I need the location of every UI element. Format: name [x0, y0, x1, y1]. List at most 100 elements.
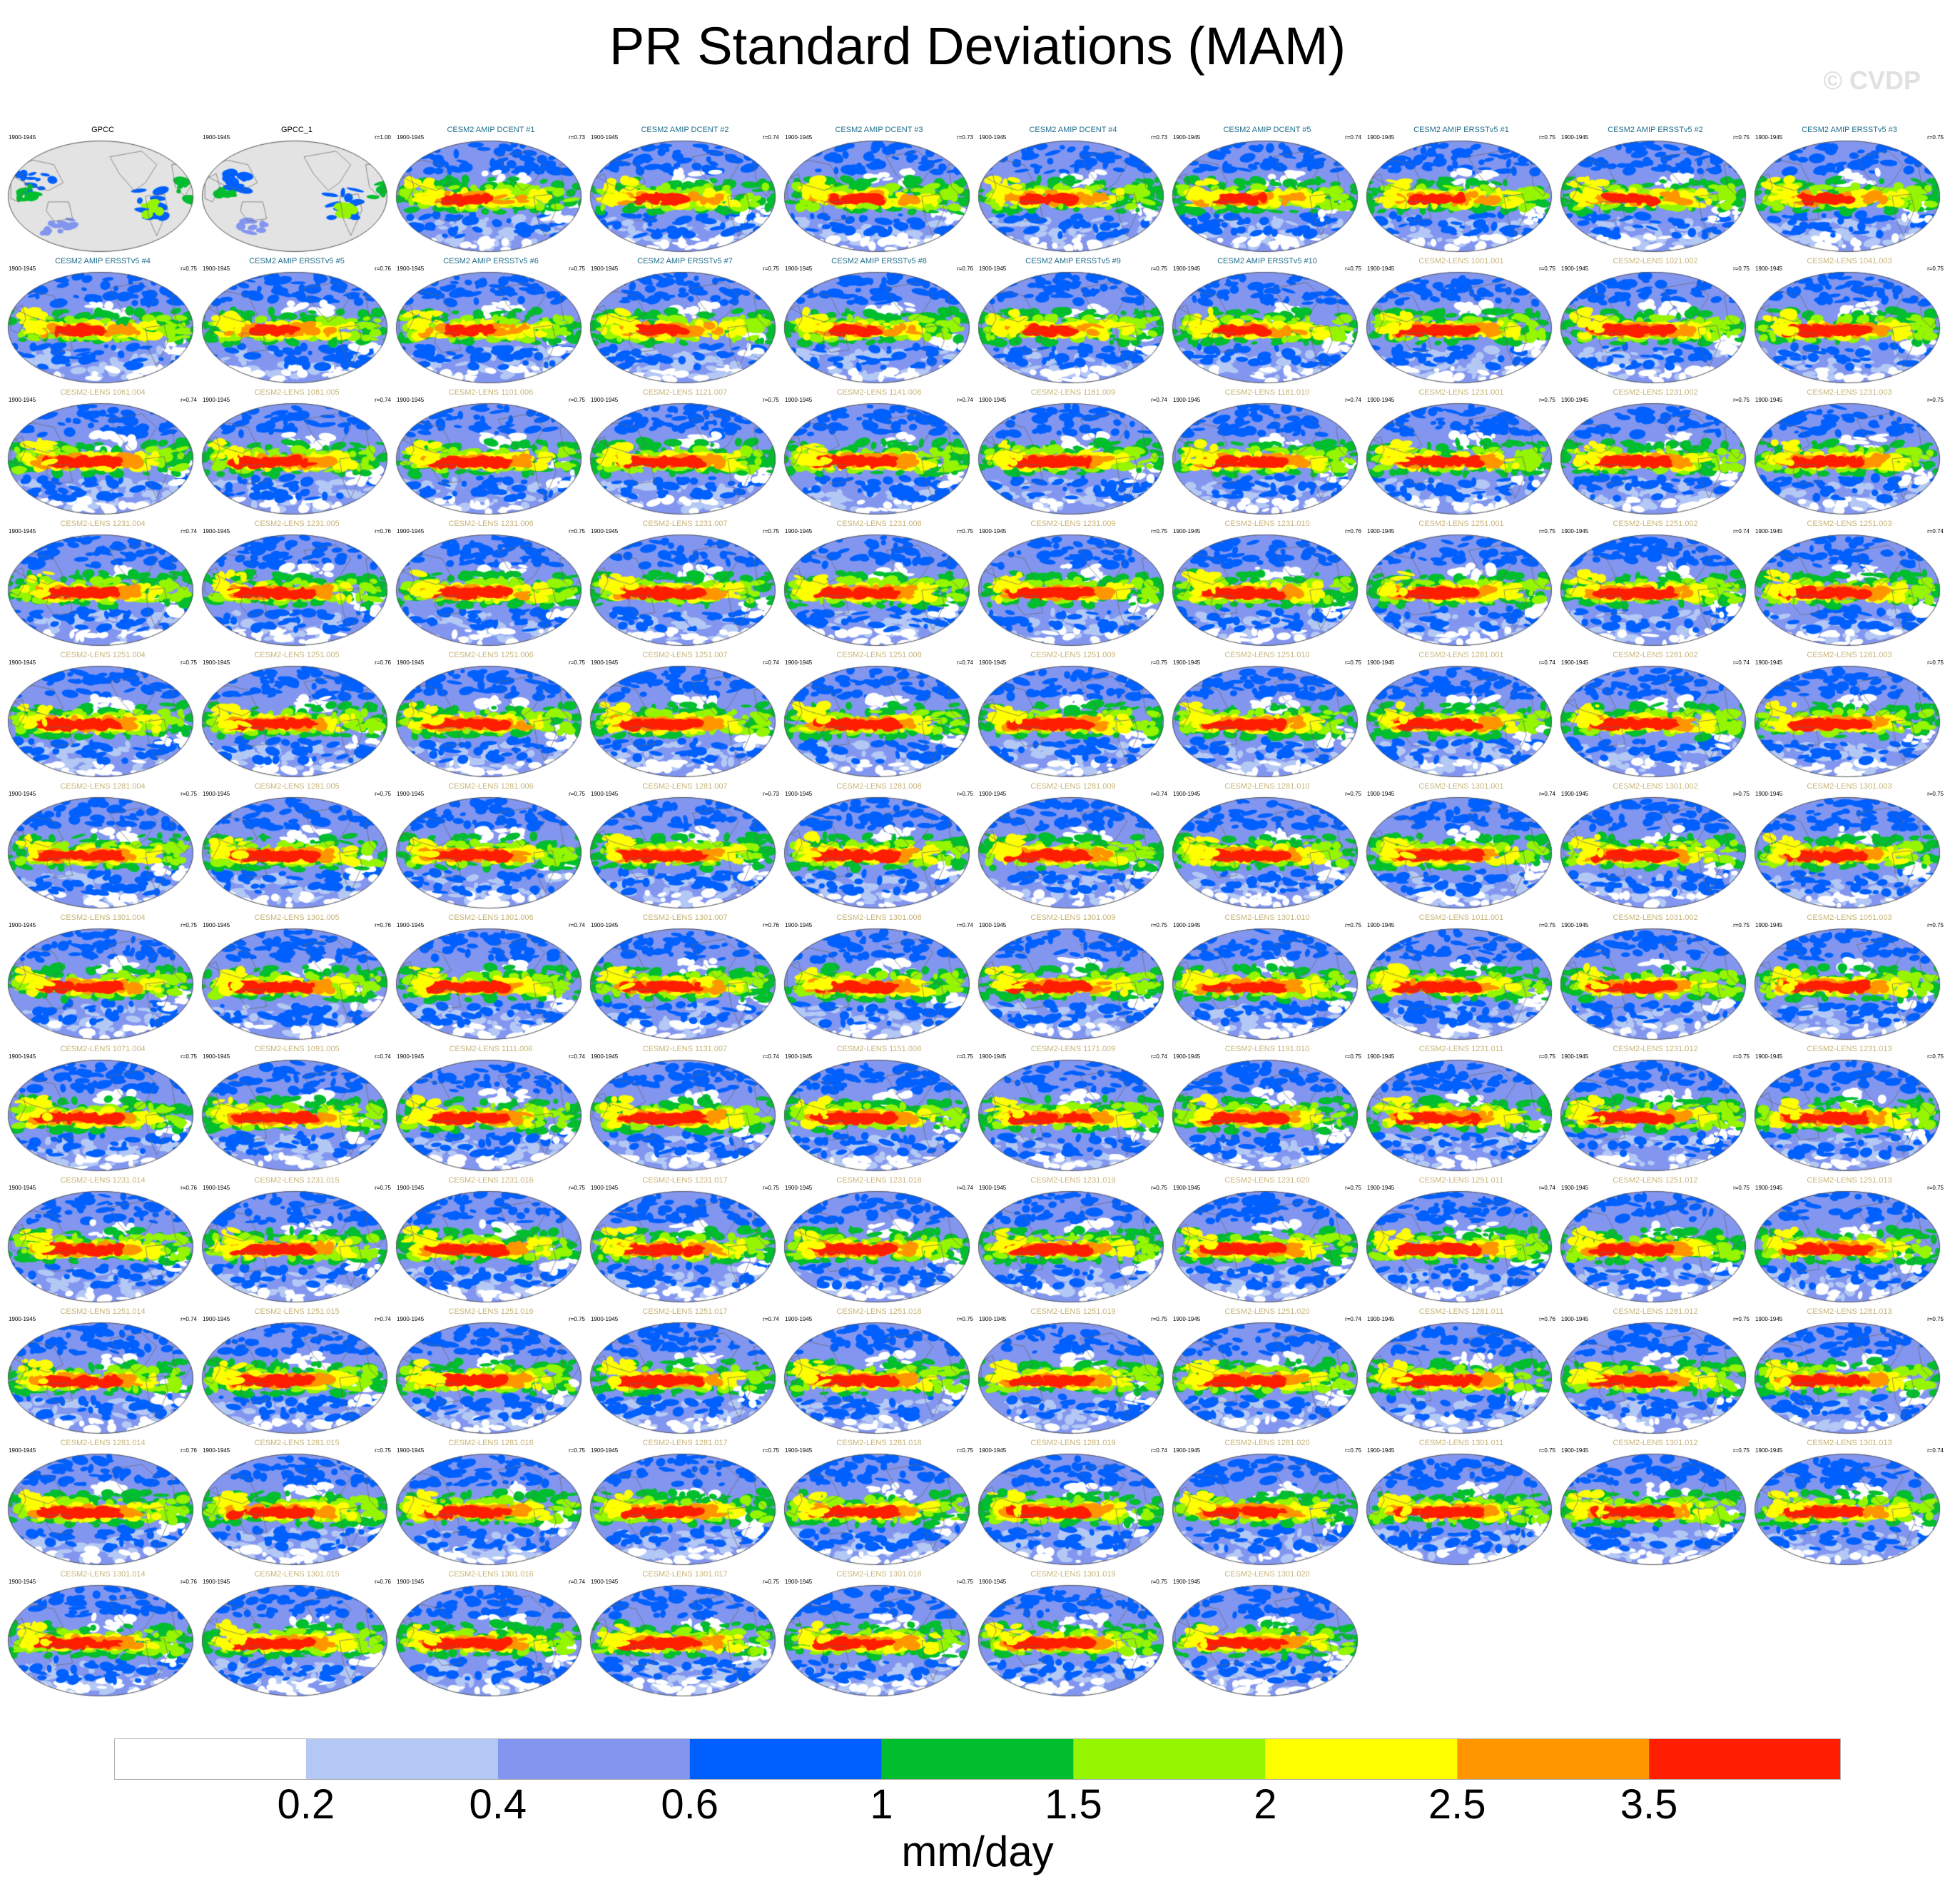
panel-pattern-correlation: r=0.75 [569, 1316, 585, 1322]
panel-period: 1900-1945 [1173, 265, 1201, 272]
panel-period: 1900-1945 [979, 1316, 1007, 1322]
panel-pattern-correlation: r=0.75 [1539, 397, 1555, 403]
panel-pattern-correlation: r=0.75 [1345, 265, 1361, 272]
panel-period: 1900-1945 [1561, 659, 1589, 666]
panel-period: 1900-1945 [591, 397, 619, 403]
panel-period: 1900-1945 [979, 922, 1007, 928]
panel-period: 1900-1945 [203, 1185, 230, 1191]
panel-pattern-correlation: r=0.75 [957, 1447, 973, 1454]
panel-title: CESM2-LENS 1231.013 [1807, 1045, 1892, 1053]
panel-pattern-correlation: r=0.75 [1733, 1316, 1750, 1322]
panel-period: 1900-1945 [203, 1579, 230, 1585]
panel-title: CESM2-LENS 1301.011 [1418, 1439, 1504, 1447]
precip-stddev-map [7, 1190, 194, 1303]
precip-stddev-map [201, 1453, 388, 1566]
panel-title: CESM2-LENS 1301.002 [1613, 782, 1698, 791]
panel-period: 1900-1945 [1561, 528, 1589, 535]
panel-pattern-correlation: r=0.76 [375, 265, 391, 272]
panel-pattern-correlation: r=0.75 [763, 1579, 779, 1585]
map-panel: CESM2-LENS 1251.018 1900-1945 r=0.75 [783, 1307, 975, 1444]
panel-title: CESM2-LENS 1301.013 [1807, 1439, 1892, 1447]
map-panel: CESM2-LENS 1231.016 1900-1945 r=0.75 [395, 1176, 586, 1313]
map-panel: CESM2-LENS 1231.014 1900-1945 r=0.76 [7, 1176, 198, 1313]
panel-period: 1900-1945 [9, 134, 36, 141]
panel-title: CESM2-LENS 1041.003 [1807, 257, 1892, 265]
precip-stddev-map [201, 534, 388, 647]
panel-title: CESM2-LENS 1251.002 [1613, 520, 1698, 528]
panel-pattern-correlation: r=0.76 [763, 922, 779, 928]
panel-pattern-correlation: r=0.75 [957, 1316, 973, 1322]
panel-pattern-correlation: r=0.74 [763, 1316, 779, 1322]
map-panel: CESM2-LENS 1281.019 1900-1945 r=0.74 [978, 1439, 1169, 1576]
colorbar-tick-label: 0.2 [277, 1781, 335, 1828]
panel-title: CESM2-LENS 1251.020 [1224, 1307, 1310, 1316]
map-panel: CESM2-LENS 1251.014 1900-1945 r=0.74 [7, 1307, 198, 1444]
panel-pattern-correlation: r=0.76 [375, 1579, 391, 1585]
panel-title: CESM2-LENS 1231.001 [1418, 388, 1504, 397]
panel-pattern-correlation: r=1.00 [375, 134, 391, 141]
colorbar-tick-label: 3.5 [1620, 1781, 1678, 1828]
panel-pattern-correlation: r=0.76 [181, 1185, 197, 1191]
map-panel: CESM2-LENS 1251.012 1900-1945 r=0.75 [1560, 1176, 1751, 1313]
map-panel: CESM2 AMIP ERSSTv5 #5 1900-1945 r=0.76 [201, 257, 392, 394]
precip-stddev-map [783, 1190, 970, 1303]
precip-stddev-map [589, 1584, 776, 1697]
panel-pattern-correlation: r=0.75 [181, 659, 197, 666]
precip-stddev-map [783, 928, 970, 1040]
panel-title: CESM2-LENS 1301.015 [254, 1570, 340, 1579]
panel-title: CESM2 AMIP ERSSTv5 #4 [55, 257, 151, 265]
panel-period: 1900-1945 [1367, 134, 1395, 141]
map-panel: CESM2-LENS 1251.013 1900-1945 r=0.75 [1754, 1176, 1945, 1313]
panel-title: CESM2 AMIP ERSSTv5 #10 [1217, 257, 1317, 265]
panel-title: CESM2-LENS 1251.005 [254, 651, 340, 659]
panel-period: 1900-1945 [591, 1185, 619, 1191]
precip-stddev-map [1560, 140, 1747, 253]
precip-stddev-map [201, 140, 388, 253]
panel-title: CESM2-LENS 1051.003 [1807, 913, 1892, 922]
panel-title: CESM2-LENS 1251.008 [836, 651, 922, 659]
map-panel: CESM2-LENS 1231.008 1900-1945 r=0.75 [783, 520, 975, 657]
panel-pattern-correlation: r=0.75 [1927, 922, 1944, 928]
panel-title: CESM2-LENS 1301.020 [1224, 1570, 1310, 1579]
precip-stddev-map [783, 1322, 970, 1434]
map-panel: CESM2-LENS 1281.014 1900-1945 r=0.76 [7, 1439, 198, 1576]
precip-stddev-map [1172, 140, 1359, 253]
panel-title: CESM2-LENS 1281.015 [254, 1439, 340, 1447]
precip-stddev-map [1366, 140, 1553, 253]
map-panel: CESM2 AMIP ERSSTv5 #8 1900-1945 r=0.76 [783, 257, 975, 394]
precip-stddev-map [1172, 1584, 1359, 1697]
map-panel: CESM2-LENS 1281.015 1900-1945 r=0.75 [201, 1439, 392, 1576]
panel-pattern-correlation: r=0.75 [1345, 1447, 1361, 1454]
precip-stddev-map [1172, 1190, 1359, 1303]
map-panel: CESM2-LENS 1281.002 1900-1945 r=0.74 [1560, 651, 1751, 788]
panel-pattern-correlation: r=0.75 [569, 265, 585, 272]
map-panel: CESM2-LENS 1111.006 1900-1945 r=0.74 [395, 1045, 586, 1182]
panel-pattern-correlation: r=0.74 [1151, 1053, 1167, 1060]
panel-title: CESM2-LENS 1251.006 [448, 651, 534, 659]
precip-stddev-map [1754, 1059, 1941, 1172]
map-panel: CESM2 AMIP ERSSTv5 #7 1900-1945 r=0.75 [589, 257, 781, 394]
panel-period: 1900-1945 [1367, 1053, 1395, 1060]
panel-pattern-correlation: r=0.74 [1345, 1316, 1361, 1322]
panel-period: 1900-1945 [397, 528, 425, 535]
colorbar-tick-label: 2.5 [1428, 1781, 1486, 1828]
map-panel: CESM2-LENS 1231.006 1900-1945 r=0.75 [395, 520, 586, 657]
panel-pattern-correlation: r=0.73 [569, 134, 585, 141]
precip-stddev-map [201, 665, 388, 778]
panel-pattern-correlation: r=0.74 [763, 1053, 779, 1060]
panel-period: 1900-1945 [1755, 1185, 1783, 1191]
panel-title: CESM2-LENS 1231.020 [1224, 1176, 1310, 1185]
panel-period: 1900-1945 [979, 1579, 1007, 1585]
panel-title: CESM2-LENS 1231.003 [1807, 388, 1892, 397]
panel-pattern-correlation: r=0.75 [957, 528, 973, 535]
map-panel: CESM2-LENS 1231.001 1900-1945 r=0.75 [1366, 388, 1557, 525]
panel-pattern-correlation: r=0.75 [181, 265, 197, 272]
map-panel: CESM2-LENS 1281.007 1900-1945 r=0.73 [589, 782, 781, 919]
panel-period: 1900-1945 [1367, 791, 1395, 797]
panel-pattern-correlation: r=0.76 [375, 659, 391, 666]
panel-period: 1900-1945 [1173, 1316, 1201, 1322]
panel-title: CESM2-LENS 1301.009 [1030, 913, 1116, 922]
colorbar-tick-label: 0.6 [661, 1781, 718, 1828]
panel-title: CESM2-LENS 1251.001 [1418, 520, 1504, 528]
map-panel: CESM2-LENS 1281.005 1900-1945 r=0.75 [201, 782, 392, 919]
